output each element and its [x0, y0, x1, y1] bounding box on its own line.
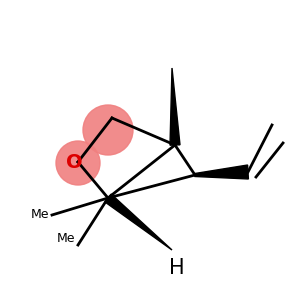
- Polygon shape: [170, 68, 180, 145]
- Text: H: H: [169, 258, 185, 278]
- Text: Me: Me: [56, 232, 75, 245]
- Polygon shape: [195, 165, 248, 179]
- Text: Me: Me: [31, 208, 49, 221]
- Text: O: O: [66, 154, 82, 172]
- Circle shape: [56, 141, 100, 185]
- Polygon shape: [105, 194, 172, 250]
- Circle shape: [83, 105, 133, 155]
